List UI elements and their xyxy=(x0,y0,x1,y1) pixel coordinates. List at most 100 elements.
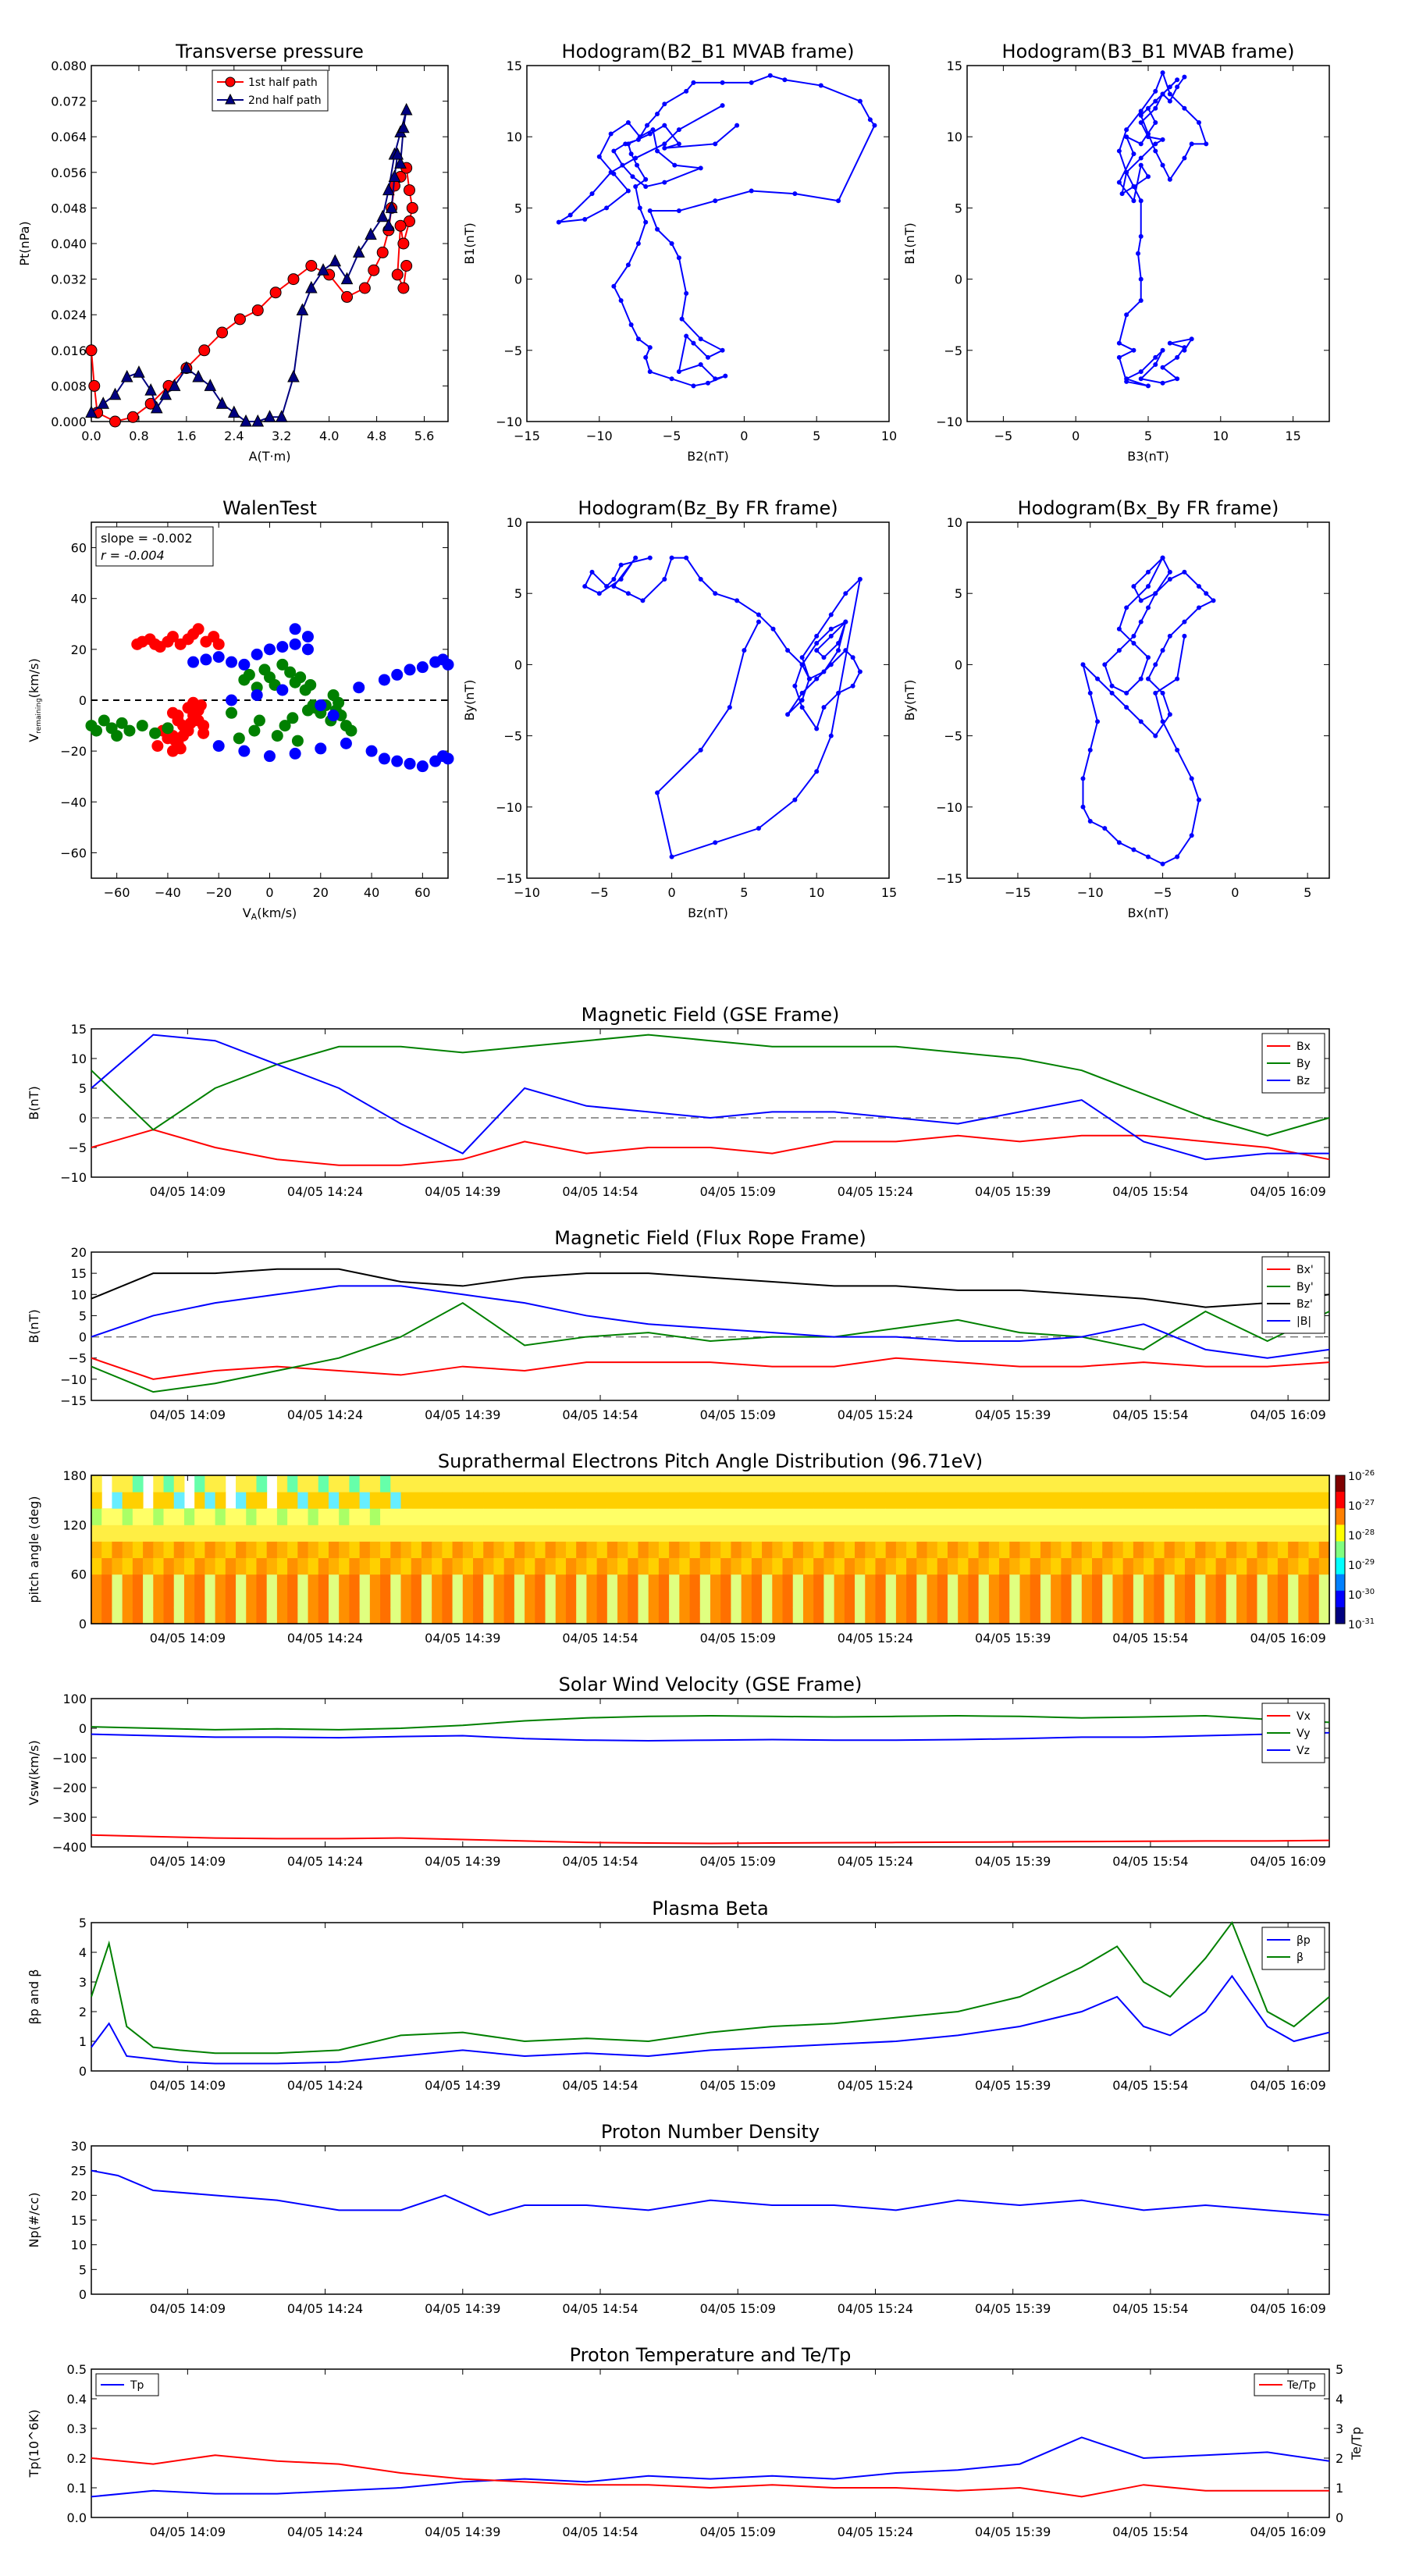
pad-cell xyxy=(855,1492,866,1509)
pad-cell xyxy=(1247,1525,1257,1542)
walen-point xyxy=(149,727,162,739)
pad-cell xyxy=(762,1557,773,1575)
pad-cell xyxy=(1195,1525,1206,1542)
pad-cell xyxy=(163,1590,175,1608)
pad-cell xyxy=(710,1557,721,1575)
pad-cell xyxy=(1215,1525,1227,1542)
mf_gse-time-label: 04/05 14:24 xyxy=(287,1184,363,1199)
hod3-point xyxy=(836,690,841,696)
hod2-point xyxy=(1138,276,1144,282)
pad-cell xyxy=(1298,1557,1310,1575)
hod3-point xyxy=(843,591,848,596)
pad-cell xyxy=(266,1557,278,1575)
hod2-point xyxy=(1189,336,1194,342)
pad-cell xyxy=(1092,1492,1103,1509)
pad-cell xyxy=(813,1590,824,1608)
pad-cell xyxy=(865,1557,876,1575)
pad-cell xyxy=(205,1475,216,1493)
mf_gse-ytick-label: 15 xyxy=(71,1022,87,1037)
tp-xtick-label: 3.2 xyxy=(272,429,291,443)
pad-cell xyxy=(1009,1525,1020,1542)
pad-cell xyxy=(1009,1492,1020,1509)
pad-cell xyxy=(442,1574,454,1592)
mf_fr-series-line xyxy=(91,1268,1330,1308)
tp_temp-time-label: 04/05 14:39 xyxy=(425,2524,500,2539)
pad-cell xyxy=(400,1557,412,1575)
pad-cell xyxy=(1257,1606,1268,1624)
pad-cell xyxy=(710,1590,721,1608)
walen-point xyxy=(136,720,148,732)
pad-cell xyxy=(473,1475,484,1493)
hod1-point xyxy=(662,180,667,185)
hod4-point xyxy=(1109,690,1115,696)
pad-cell xyxy=(762,1508,773,1525)
walen-point xyxy=(174,742,187,755)
pad-cell xyxy=(658,1557,670,1575)
pad-cell xyxy=(173,1590,185,1608)
pad-cell xyxy=(669,1557,680,1575)
hod4-xtick-label: −15 xyxy=(1005,885,1031,900)
pad-cell xyxy=(1051,1508,1062,1525)
tp-point xyxy=(287,369,300,382)
pad-time-label: 04/05 16:09 xyxy=(1250,1631,1325,1646)
pad-cell xyxy=(689,1492,701,1509)
pad-cell xyxy=(535,1590,546,1608)
pad-cell xyxy=(452,1557,464,1575)
pad-cell xyxy=(1092,1574,1103,1592)
pad-cell xyxy=(112,1557,123,1575)
pad-frame xyxy=(91,1475,1330,1624)
pad-cell xyxy=(1298,1508,1310,1525)
tp-ylabel: Pt(nPa) xyxy=(17,221,32,265)
pad-cell xyxy=(421,1525,432,1542)
mf_gse-ytick-label: 10 xyxy=(71,1051,87,1066)
hod2-point xyxy=(1131,347,1136,353)
pad-cell xyxy=(473,1541,484,1559)
hod4-point xyxy=(1182,619,1187,624)
pad-cell xyxy=(1318,1525,1330,1542)
tp_temp-ytick-label: 0.4 xyxy=(67,2392,87,2407)
walen-xtick-label: 60 xyxy=(414,885,430,900)
np-time-label: 04/05 16:09 xyxy=(1250,2301,1325,2316)
hod4-point xyxy=(1146,854,1151,859)
pad-cell xyxy=(153,1590,165,1608)
hod4-point xyxy=(1138,676,1144,681)
pad-cell xyxy=(1144,1557,1154,1575)
pad-time-label: 04/05 14:24 xyxy=(287,1631,363,1646)
pad-cell xyxy=(731,1574,742,1592)
hod2-point xyxy=(1160,380,1165,386)
hod3-point xyxy=(625,591,631,596)
pad-cell xyxy=(91,1475,102,1493)
walen-point xyxy=(251,648,263,660)
walen-point xyxy=(391,755,404,767)
pad-cell xyxy=(380,1492,391,1509)
hod3-point xyxy=(785,648,791,653)
pad-cell xyxy=(1288,1508,1299,1525)
pad-cell xyxy=(1298,1541,1310,1559)
pad-cell xyxy=(855,1508,866,1525)
pad-cell xyxy=(679,1590,691,1608)
pad-time-label: 04/05 15:39 xyxy=(975,1631,1051,1646)
np-ytick-label: 5 xyxy=(79,2262,87,2277)
pad-cell xyxy=(1133,1475,1144,1493)
pad-cell xyxy=(535,1606,546,1624)
pad-cell xyxy=(225,1525,237,1542)
pad-cell xyxy=(452,1475,464,1493)
pad-cell xyxy=(1215,1475,1227,1493)
pad-cell xyxy=(205,1508,216,1525)
pad-cell xyxy=(1102,1590,1113,1608)
walen-point xyxy=(226,656,238,668)
pad-cell xyxy=(813,1541,824,1559)
pad-cell xyxy=(369,1557,381,1575)
pad-cell xyxy=(287,1541,298,1559)
pad-cell xyxy=(173,1574,185,1592)
pad-cell xyxy=(844,1508,855,1525)
pad-time-label: 04/05 15:09 xyxy=(700,1631,776,1646)
pad-cell xyxy=(122,1557,133,1575)
pad-cell xyxy=(1257,1525,1268,1542)
pad-cell xyxy=(875,1574,887,1592)
hod3-point xyxy=(618,576,624,582)
pad-cell xyxy=(741,1475,752,1493)
hod1-point xyxy=(647,369,653,375)
pad-cell xyxy=(958,1606,969,1624)
pad-cell xyxy=(1071,1557,1083,1575)
